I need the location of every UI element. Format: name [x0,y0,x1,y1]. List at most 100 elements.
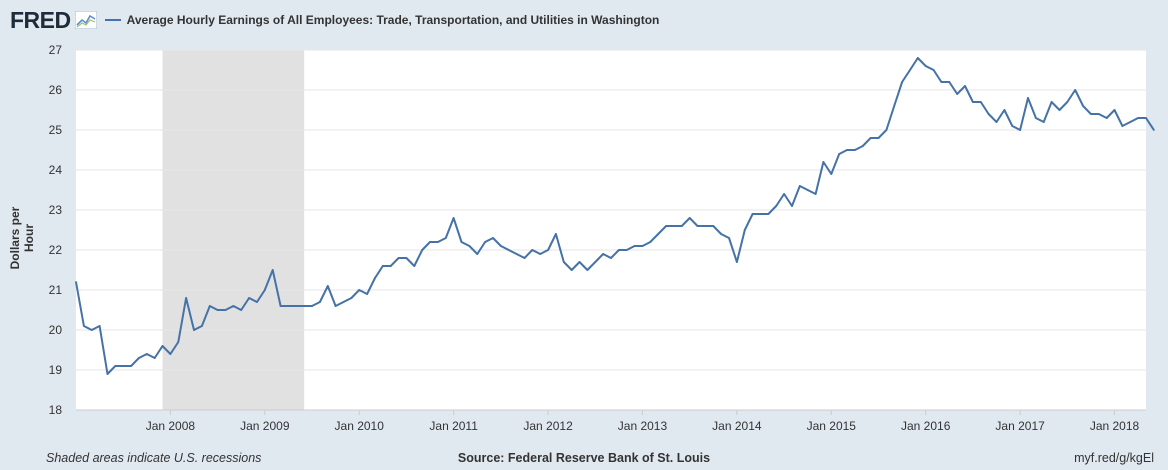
data-point [791,205,793,207]
data-point [413,265,416,267]
data-point [657,233,660,235]
short-url-link[interactable]: myf.red/g/kgEl [1074,451,1154,465]
data-point [523,257,526,259]
data-point [122,365,125,367]
data-point [1082,105,1084,107]
y-tick-label: 25 [49,123,63,137]
data-point [358,289,361,291]
data-point [861,145,864,147]
x-tick-label: Jan 2009 [240,419,290,433]
data-point [641,245,644,247]
data-point [405,257,408,259]
data-point [326,285,329,287]
data-point [751,213,754,215]
data-point [531,249,534,251]
data-point [964,85,966,87]
data-point [374,277,376,279]
y-tick-label: 23 [49,203,63,217]
recession-note: Shaded areas indicate U.S. recessions [46,451,262,465]
data-point [562,261,565,263]
data-point [1027,97,1029,99]
data-point [1121,125,1124,127]
data-point [830,173,833,175]
data-point [1129,121,1132,123]
x-tick-label: Jan 2017 [995,419,1045,433]
data-point [1066,101,1069,103]
data-point [130,365,132,367]
data-point [775,205,778,207]
y-tick-label: 22 [49,243,63,257]
data-point [602,253,605,255]
data-point [783,193,785,195]
data-point [893,105,896,107]
data-point [232,305,235,307]
data-point [814,193,817,195]
data-point [421,249,424,251]
data-point [1034,117,1037,119]
data-point [1050,101,1053,103]
data-point [987,113,990,115]
x-tick-label: Jan 2011 [429,419,478,433]
data-point [185,297,188,299]
data-point [334,305,337,307]
data-point [240,309,243,311]
data-point [468,245,471,247]
data-point [452,217,455,219]
data-point [853,149,856,151]
data-point [429,241,431,243]
data-point [838,153,841,155]
data-point [940,81,943,83]
y-tick-label: 21 [49,283,63,297]
data-point [688,217,691,219]
data-point [193,329,195,331]
data-point [712,225,715,227]
y-tick-label: 20 [49,323,63,337]
data-point [1019,129,1022,131]
data-point [1074,89,1077,91]
data-point [539,253,542,255]
data-point [846,149,848,151]
data-point [248,297,250,299]
data-point [909,69,911,71]
data-point [586,269,589,271]
data-point [822,161,825,163]
data-point [1058,109,1061,111]
data-point [798,185,801,187]
data-point [342,301,345,303]
series-line [75,57,1155,375]
data-point [956,93,959,95]
data-point [617,249,620,251]
x-tick-label: Jan 2014 [712,419,762,433]
data-point [318,301,321,303]
data-point [743,229,746,231]
data-point [492,237,494,239]
fred-chart-icon [74,11,97,29]
data-point [295,305,298,307]
x-tick-label: Jan 2008 [146,419,196,433]
data-point [303,305,306,307]
data-point [1003,109,1006,111]
data-point [1011,125,1014,127]
data-point [476,253,479,255]
x-tick-label: Jan 2013 [618,419,668,433]
data-point [806,189,809,191]
source-note: Source: Federal Reserve Bank of St. Loui… [457,451,711,465]
data-point [901,81,904,83]
data-point [877,137,880,139]
data-point [570,269,573,271]
data-point [759,213,762,215]
y-tick-label: 26 [49,83,63,97]
chart-legend: Average Hourly Earnings of All Employees… [104,13,659,27]
data-point [311,305,313,307]
data-point [381,265,384,267]
fred-logo[interactable]: FRED [10,6,71,33]
data-point [161,345,164,347]
data-point [366,293,369,295]
data-point [389,265,392,267]
y-tick-label: 18 [49,403,63,417]
data-point [932,69,935,71]
data-point [979,101,982,103]
data-point [767,213,770,215]
data-point [610,257,612,259]
